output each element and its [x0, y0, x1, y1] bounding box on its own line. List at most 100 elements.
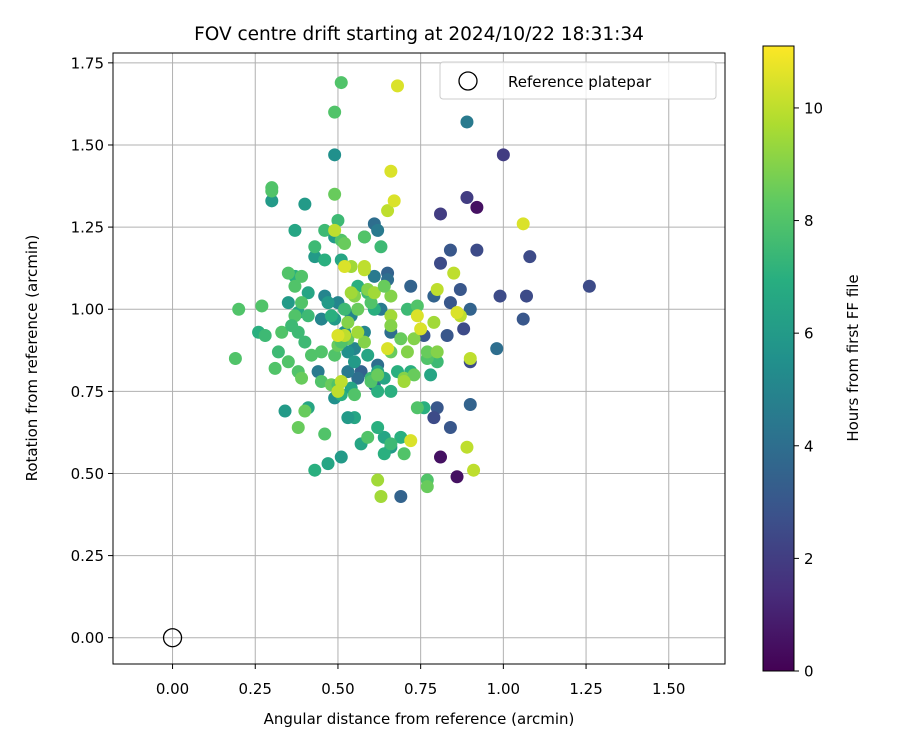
data-point — [450, 306, 464, 320]
y-tick-label: 1.00 — [71, 301, 104, 319]
data-point — [281, 296, 295, 310]
data-point — [331, 214, 345, 228]
data-point — [338, 260, 352, 274]
colorbar-tick-label: 8 — [804, 212, 814, 230]
data-point — [301, 286, 315, 300]
data-point — [397, 374, 411, 388]
data-point — [321, 296, 335, 310]
data-point — [298, 335, 312, 349]
data-point — [328, 148, 342, 162]
data-point — [463, 302, 477, 316]
data-point — [390, 79, 404, 93]
colorbar: 0 2 4 6 8 10 Hours from first FF file — [762, 45, 862, 681]
data-point — [384, 164, 398, 178]
y-tick-label: 0.75 — [71, 383, 104, 401]
data-point — [367, 286, 381, 300]
data-point — [460, 115, 474, 129]
data-point — [357, 263, 371, 277]
data-point — [440, 329, 454, 343]
data-point — [430, 345, 444, 359]
data-point — [298, 404, 312, 418]
data-point — [467, 463, 481, 477]
data-point — [424, 368, 438, 382]
chart-title: FOV centre drift starting at 2024/10/22 … — [194, 24, 644, 45]
data-point — [400, 345, 414, 359]
data-point — [351, 371, 365, 385]
data-point — [470, 243, 484, 257]
data-point — [328, 223, 342, 237]
data-point — [470, 200, 484, 214]
data-point — [347, 355, 361, 369]
data-point — [430, 401, 444, 415]
data-point — [347, 388, 361, 402]
data-point — [434, 256, 448, 270]
y-tick-label: 1.50 — [71, 136, 104, 154]
data-point — [407, 368, 421, 382]
y-tick-label: 1.25 — [71, 219, 104, 237]
data-point — [314, 312, 328, 326]
data-point — [301, 309, 315, 323]
data-point — [288, 309, 302, 323]
grid-lines — [113, 53, 725, 664]
data-point — [255, 299, 269, 313]
legend-reference-marker — [458, 71, 478, 91]
data-point — [384, 289, 398, 303]
data-point — [232, 302, 246, 316]
y-tick-label: 0.25 — [71, 547, 104, 565]
data-point — [443, 243, 457, 257]
data-point — [324, 309, 338, 323]
data-point — [430, 283, 444, 297]
x-axis-ticks: 0.00 0.25 0.50 0.75 1.00 1.25 1.50 — [156, 664, 685, 698]
data-point — [410, 299, 424, 313]
data-point — [288, 223, 302, 237]
data-point — [341, 411, 355, 425]
data-point — [357, 230, 371, 244]
data-point — [321, 457, 335, 471]
data-point — [295, 269, 309, 283]
data-point — [331, 329, 345, 343]
data-point — [516, 217, 530, 231]
data-point — [443, 296, 457, 310]
data-point — [281, 266, 295, 280]
data-point — [268, 361, 282, 375]
reference-platepar-marker — [162, 628, 183, 648]
data-point — [404, 434, 418, 448]
data-point — [384, 384, 398, 398]
data-point — [371, 473, 385, 487]
data-point — [228, 352, 242, 365]
colorbar-tick-label: 0 — [804, 663, 814, 681]
data-point — [334, 76, 348, 90]
data-point — [384, 319, 398, 333]
data-point — [443, 420, 457, 434]
data-point — [427, 315, 441, 329]
data-point — [361, 430, 375, 444]
data-point — [285, 319, 299, 333]
data-point — [374, 240, 388, 254]
data-point — [338, 237, 352, 251]
data-point — [460, 440, 474, 454]
data-point — [374, 489, 388, 503]
data-point — [414, 322, 428, 336]
data-point — [364, 296, 378, 310]
x-axis-label: Angular distance from reference (arcmin) — [264, 710, 575, 728]
legend: Reference platepar — [439, 61, 717, 100]
data-point — [338, 302, 352, 316]
y-tick-label: 1.75 — [71, 54, 104, 72]
data-point — [308, 250, 322, 264]
data-point — [384, 309, 398, 323]
data-point — [516, 312, 530, 326]
data-point — [318, 223, 332, 237]
data-point — [371, 384, 385, 398]
x-tick-label: 1.00 — [487, 680, 520, 698]
data-point — [271, 345, 285, 359]
data-point — [523, 250, 537, 264]
data-point — [450, 470, 464, 484]
data-point — [311, 365, 325, 379]
data-point — [493, 289, 507, 303]
colorbar-gradient — [762, 45, 795, 672]
colorbar-tick-label: 2 — [804, 550, 814, 568]
y-axis-label: Rotation from reference (arcmin) — [23, 235, 41, 482]
data-point — [420, 345, 434, 359]
colorbar-tick-label: 4 — [804, 437, 814, 455]
data-point — [463, 352, 477, 365]
